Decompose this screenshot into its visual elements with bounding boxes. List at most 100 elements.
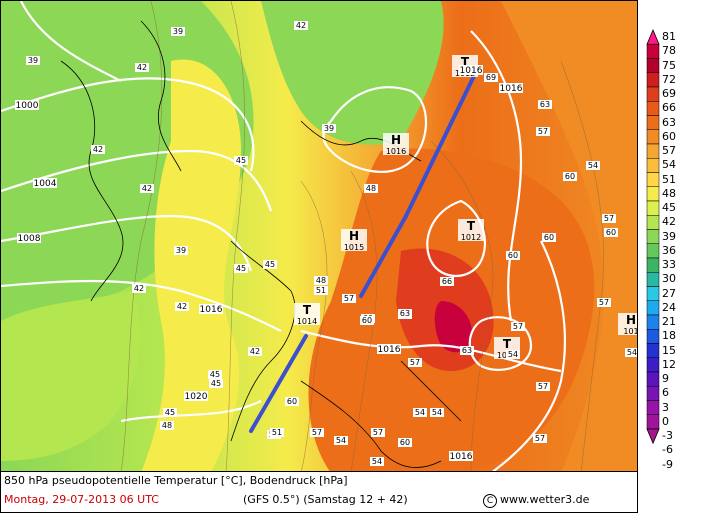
theta-label: 57 bbox=[410, 358, 420, 367]
theta-label-bg bbox=[408, 358, 422, 367]
legend-swatch bbox=[646, 272, 660, 287]
theta-label-bg bbox=[171, 27, 185, 36]
theta-label: 66 bbox=[442, 277, 452, 286]
legend-swatch bbox=[646, 257, 660, 273]
isobar-label: 1016 bbox=[378, 345, 401, 355]
isobar-label-bg bbox=[499, 83, 523, 93]
legend-label: 63 bbox=[662, 115, 676, 129]
isobar-label: 1016 bbox=[460, 66, 483, 76]
yellow-region bbox=[141, 59, 241, 471]
theta-contours bbox=[120, 1, 604, 471]
theta-label-bg bbox=[135, 63, 149, 72]
theta-label: 60 bbox=[362, 316, 372, 325]
isobar-label: 1016 bbox=[200, 305, 223, 315]
theta-label-bg bbox=[26, 56, 40, 65]
theta-label-bg bbox=[625, 348, 637, 357]
trough-line bbox=[404, 74, 476, 218]
theta-label-bg bbox=[174, 246, 188, 255]
legend-label: 9 bbox=[662, 372, 669, 386]
theta-label: 57 bbox=[344, 294, 354, 303]
theta-label: 42 bbox=[93, 145, 103, 154]
caption-date: Montag, 29-07-2013 06 UTC bbox=[4, 493, 159, 506]
theta-label: 45 bbox=[236, 264, 246, 273]
legend-label: 66 bbox=[662, 101, 676, 115]
theta-label-bg bbox=[334, 436, 348, 445]
theta-label-bg bbox=[209, 379, 223, 388]
theta-label-bg bbox=[511, 322, 525, 331]
legend-label: 72 bbox=[662, 72, 676, 86]
theta-label-bg bbox=[263, 260, 277, 269]
legend-arrow-top bbox=[646, 28, 660, 45]
theta-label-bg bbox=[597, 298, 611, 307]
theta-label-bg bbox=[506, 350, 520, 359]
theta-label-bg bbox=[506, 251, 520, 260]
legend-swatch bbox=[646, 300, 660, 316]
theta-label: 51 bbox=[316, 286, 326, 295]
legend-swatch bbox=[646, 357, 660, 373]
pressure-center-value: 101 bbox=[623, 327, 638, 336]
theta-label: 60 bbox=[400, 438, 410, 447]
theta-label-bg bbox=[285, 397, 299, 406]
isobar-label: 1008 bbox=[18, 234, 41, 244]
pressure-center-symbol: H bbox=[626, 313, 636, 327]
theta-label: 39 bbox=[176, 246, 186, 255]
legend-swatch bbox=[646, 158, 660, 173]
hottest-region bbox=[434, 301, 472, 353]
pressure-center-value: 1016 bbox=[386, 147, 406, 156]
caption-title: 850 hPa pseudopotentielle Temperatur [°C… bbox=[4, 474, 348, 487]
caption-model: (GFS 0.5°) (Samstag 12 + 42) bbox=[243, 493, 408, 506]
theta-label-bg bbox=[310, 428, 324, 437]
theta-label: 54 bbox=[336, 436, 346, 445]
pressure-center-value: 1014 bbox=[297, 317, 317, 326]
legend-label: 18 bbox=[662, 329, 676, 343]
theta-label-bg bbox=[91, 145, 105, 154]
legend-label: 51 bbox=[662, 172, 676, 186]
theta-label-bg bbox=[270, 428, 284, 437]
isobar-label-bg bbox=[33, 178, 57, 188]
theta-label: 63 bbox=[400, 309, 410, 318]
isobar-label-bg bbox=[15, 100, 39, 110]
theta-label-bg bbox=[430, 408, 444, 417]
legend-label: 21 bbox=[662, 315, 676, 329]
caption-site[interactable]: www.wetter3.de bbox=[500, 493, 590, 506]
theta-label-bg bbox=[460, 346, 474, 355]
theta-label: 57 bbox=[535, 434, 545, 443]
theta-label: 57 bbox=[604, 214, 614, 223]
theta-label: 54 bbox=[415, 408, 425, 417]
theta-label-bg bbox=[314, 286, 328, 295]
color-legend: 81 78 75 72 69 66 63 60 57 54 51 48 45 42 39 36 33 30 27 24… bbox=[640, 22, 704, 470]
theta-label: 45 bbox=[210, 370, 220, 379]
theta-label-bg bbox=[484, 73, 498, 82]
isobar-label: 1000 bbox=[16, 101, 39, 111]
legend-label: 39 bbox=[662, 229, 676, 243]
legend-swatch bbox=[646, 215, 660, 230]
legend-swatch bbox=[646, 414, 660, 430]
legend-swatch bbox=[646, 243, 660, 259]
theta-label-bg bbox=[586, 161, 600, 170]
theta-label-bg bbox=[342, 294, 356, 303]
legend-swatch bbox=[646, 286, 660, 301]
isobar-label-bg bbox=[184, 391, 208, 401]
legend-label: 60 bbox=[662, 129, 676, 143]
theta-label-bg bbox=[248, 347, 262, 356]
theta-label: 42 bbox=[296, 21, 306, 30]
theta-label: 51 bbox=[272, 428, 282, 437]
theta-label: 57 bbox=[312, 428, 322, 437]
theta-label-bg bbox=[536, 127, 550, 136]
theta-label: 45 bbox=[211, 379, 221, 388]
legend-label: 6 bbox=[662, 386, 669, 400]
isobar-label: 1016 bbox=[450, 452, 473, 462]
theta-label-bg bbox=[322, 124, 336, 133]
theta-label: 57 bbox=[599, 298, 609, 307]
theta-label-bg bbox=[208, 370, 222, 379]
light-green-region bbox=[1, 291, 142, 461]
isobar-label: 1004 bbox=[34, 179, 57, 189]
theta-label: 48 bbox=[366, 184, 376, 193]
legend-swatch bbox=[646, 86, 660, 102]
legend-label: 27 bbox=[662, 286, 676, 300]
legend-swatch bbox=[646, 72, 660, 88]
theta-label: 39 bbox=[324, 124, 334, 133]
pressure-center-symbol: T bbox=[467, 219, 476, 233]
